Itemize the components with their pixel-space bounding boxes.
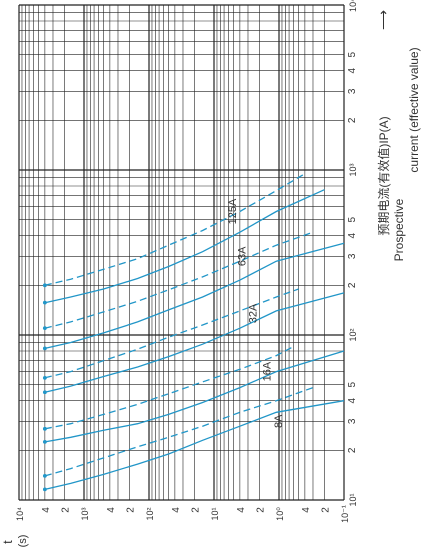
time-decade-label: 10⁻¹ (340, 505, 350, 523)
curve-start-marker (42, 375, 47, 380)
curve-32A-dashed (44, 288, 299, 379)
current-decade-label: 10¹ (348, 493, 358, 506)
curve-8A-solid (44, 400, 345, 491)
current-minor-label: 4 (347, 67, 358, 73)
time-minor-label: 2 (255, 507, 266, 513)
curve-start-marker (42, 439, 47, 444)
current-minor-label: 5 (347, 216, 358, 222)
curve-start-marker (42, 473, 47, 478)
current-minor-label: 3 (347, 418, 358, 424)
curve-8A-dashed (44, 386, 314, 477)
curve-16A-dashed (44, 346, 294, 430)
curves (44, 173, 345, 491)
time-decade-label: 10² (145, 507, 155, 520)
current-decade-label: 10⁴ (348, 0, 358, 12)
rating-label-32A: 32A (248, 303, 260, 323)
current-axis-label-en-2: current (effective value) (407, 47, 421, 172)
time-minor-label: 2 (60, 507, 71, 513)
current-decade-label: 10² (348, 328, 358, 341)
time-minor-label: 4 (236, 507, 247, 513)
time-minor-label: 4 (171, 507, 182, 513)
rating-label-125A: 125A (227, 198, 239, 224)
time-decade-label: 10³ (80, 507, 90, 520)
current-minor-label: 3 (347, 253, 358, 259)
curve-32A-solid (44, 292, 345, 393)
time-axis-symbol: t (0, 540, 15, 544)
curve-start-marker (42, 346, 47, 351)
current-minor-label: 4 (347, 397, 358, 403)
rating-label-16A: 16A (262, 361, 274, 381)
time-decade-label: 10⁰ (275, 507, 285, 521)
time-minor-label: 2 (190, 507, 201, 513)
time-minor-label: 2 (320, 507, 331, 513)
rating-label-63A: 63A (236, 246, 248, 266)
current-axis-label-cn: 预期电流(有效值)IP(A) (376, 116, 391, 235)
time-decade-label: 10⁴ (15, 507, 25, 521)
current-minor-label: 5 (347, 51, 358, 57)
current-minor-label: 2 (347, 447, 358, 453)
grid (18, 4, 345, 501)
time-decade-label: 10¹ (210, 507, 220, 520)
curve-start-marker (42, 283, 47, 288)
current-minor-label: 3 (347, 88, 358, 94)
current-minor-label: 4 (347, 232, 358, 238)
current-axis-label-en-1: Prospective (392, 198, 406, 261)
curve-16A-solid (44, 350, 345, 443)
time-minor-label: 4 (106, 507, 117, 513)
curve-start-marker (42, 300, 47, 305)
current-minor-label: 5 (347, 381, 358, 387)
current-axis-ticks: 10¹ 10² 10³ 10⁴ 2 3 4 5 2 3 4 5 2 3 4 5 (347, 0, 358, 507)
curve-63A-solid (44, 242, 345, 350)
curve-63A-dashed (44, 231, 314, 329)
current-minor-label: 2 (347, 117, 358, 123)
current-minor-label: 2 (347, 282, 358, 288)
time-minor-label: 2 (125, 507, 136, 513)
time-axis-ticks: 10⁻¹ 2 4 10⁰ 2 4 10¹ 2 4 10² 2 4 10³ 2 4 10⁴ (15, 505, 350, 523)
time-axis-unit: (s) (17, 535, 29, 548)
current-axis-arrow: ⟶ (375, 10, 391, 30)
curve-start-marker (42, 426, 47, 431)
time-minor-label: 4 (41, 507, 52, 513)
rating-label-8A: 8A (273, 414, 285, 428)
curve-start-marker (42, 390, 47, 395)
curve-125A-dashed (44, 173, 306, 286)
current-decade-label: 10³ (348, 163, 358, 176)
rating-labels: 8A 16A 32A 63A 125A (227, 198, 285, 428)
curve-start-markers (42, 283, 47, 492)
curve-start-marker (42, 487, 47, 492)
time-minor-label: 4 (301, 507, 312, 513)
curve-start-marker (42, 326, 47, 331)
curve-125A-solid (44, 189, 325, 304)
